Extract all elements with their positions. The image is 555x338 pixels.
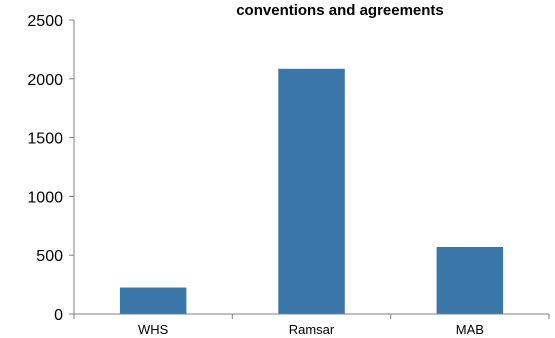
- chart-title: conventions and agreements: [236, 2, 444, 19]
- bar-whs: [119, 287, 187, 314]
- bars-group: [119, 68, 504, 314]
- x-tick-label: WHS: [138, 322, 169, 337]
- bar-ramsar: [278, 68, 345, 314]
- y-tick-label: 0: [54, 307, 63, 324]
- x-tick-label: MAB: [456, 322, 484, 337]
- y-tick-label: 2000: [27, 72, 63, 89]
- y-tick-label: 500: [36, 248, 63, 265]
- bar-mab: [436, 247, 504, 314]
- axes-group: 0 500 1000 1500 2000 2500 WHS Ramsar MAB: [27, 13, 550, 337]
- y-tick-label: 1000: [27, 189, 63, 206]
- y-tick-label: 2500: [27, 13, 63, 30]
- y-tick-label: 1500: [27, 131, 63, 148]
- x-tick-label: Ramsar: [289, 322, 335, 337]
